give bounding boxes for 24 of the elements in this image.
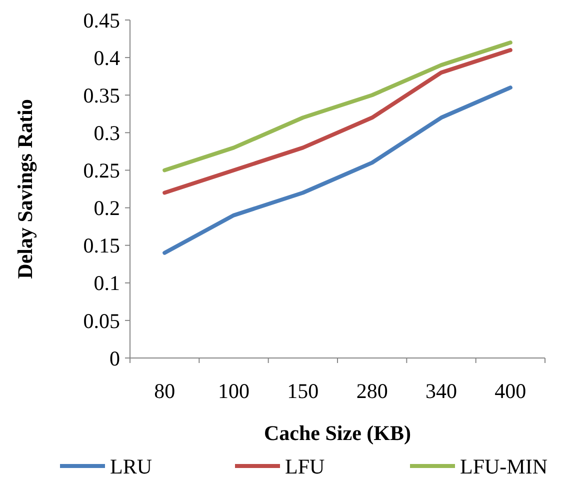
y-tick-label: 0.45 <box>83 8 120 32</box>
y-tick-label: 0.2 <box>94 196 120 220</box>
y-axis-title: Delay Savings Ratio <box>13 99 37 279</box>
legend-label: LFU <box>285 454 325 478</box>
y-tick-label: 0.35 <box>83 83 120 108</box>
y-tick-label: 0.4 <box>94 46 120 70</box>
line-series <box>162 40 512 172</box>
y-tick-label: 0.25 <box>83 158 120 183</box>
y-tick-label: 0.1 <box>94 271 120 296</box>
x-tick-label: 280 <box>356 379 388 403</box>
y-tick-label: 0.05 <box>83 308 120 333</box>
line-series <box>162 48 512 195</box>
x-tick-label: 340 <box>426 379 457 403</box>
x-tick-label: 400 <box>494 379 526 403</box>
x-tick-label: 150 <box>287 379 319 403</box>
x-tick-label: 80 <box>154 379 176 403</box>
x-axis-title: Cache Size (KB) <box>264 421 411 445</box>
legend-label: LFU-MIN <box>460 454 548 478</box>
x-tick-label: 100 <box>218 379 250 403</box>
y-tick-label: 0.15 <box>83 234 120 258</box>
y-tick-label: 0 <box>110 346 120 370</box>
line-series <box>162 86 512 255</box>
legend-label: LRU <box>110 454 152 478</box>
y-tick-label: 0.3 <box>94 121 120 146</box>
